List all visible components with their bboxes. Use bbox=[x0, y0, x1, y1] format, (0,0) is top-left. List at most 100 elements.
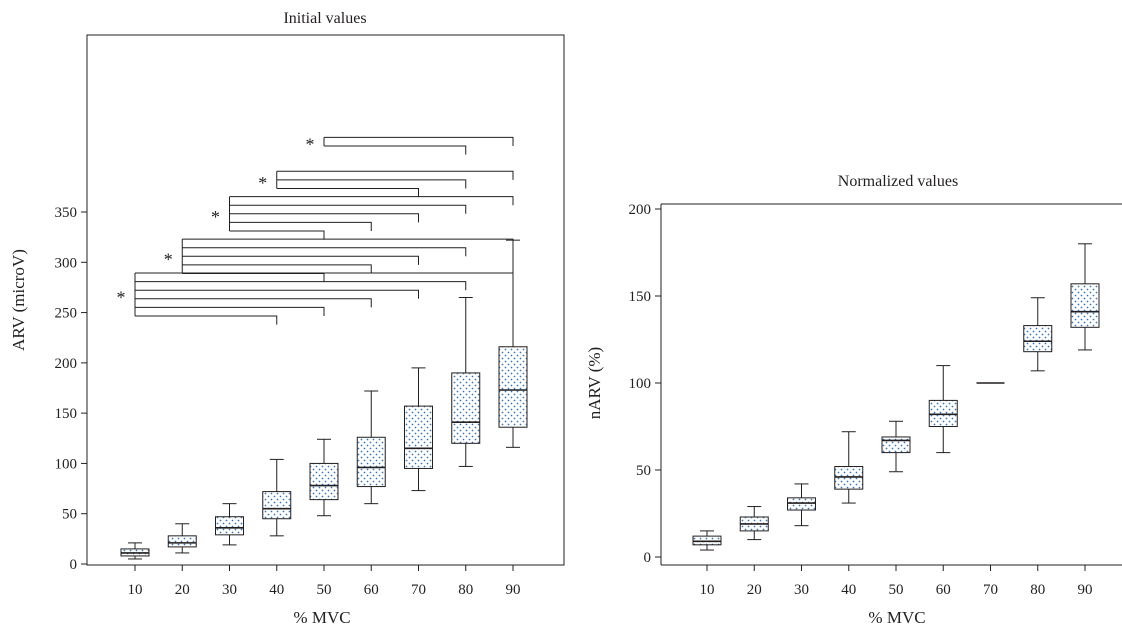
y-tick-label: 0 bbox=[70, 557, 78, 573]
iqr-box bbox=[787, 497, 816, 511]
bracket-to-80 bbox=[135, 281, 467, 291]
y-tick-label: 50 bbox=[636, 463, 651, 479]
iqr-box bbox=[404, 405, 433, 469]
box-plots bbox=[120, 239, 528, 560]
box-plot-70 bbox=[404, 367, 433, 492]
box-plot-10 bbox=[692, 530, 722, 551]
box-plot-10 bbox=[120, 542, 150, 560]
iqr-box bbox=[834, 466, 864, 490]
x-tick-label: 90 bbox=[1078, 582, 1093, 598]
bracket-to-80 bbox=[276, 179, 467, 189]
significance-marker: * bbox=[258, 173, 267, 193]
box-plot-50 bbox=[881, 420, 911, 473]
iqr-box bbox=[167, 535, 197, 548]
bracket-to-90 bbox=[276, 170, 514, 180]
iqr-box bbox=[309, 462, 339, 501]
box-plot-50 bbox=[309, 438, 339, 517]
bracket-to-50 bbox=[182, 273, 325, 283]
box-plot-60 bbox=[356, 390, 386, 505]
iqr-box bbox=[451, 372, 481, 444]
iqr-box bbox=[692, 535, 722, 546]
y-tick-label: 150 bbox=[55, 406, 78, 422]
plot-frame bbox=[660, 203, 1122, 566]
significance-marker: * bbox=[117, 288, 126, 308]
y-tick-label: 300 bbox=[55, 255, 78, 271]
box-plot-80 bbox=[1023, 297, 1053, 372]
bracket-to-50 bbox=[229, 230, 325, 240]
box-plot-30 bbox=[787, 483, 816, 527]
x-tick-label: 70 bbox=[983, 582, 998, 598]
bracket-to-80 bbox=[229, 204, 467, 214]
y-tick-label: 200 bbox=[629, 202, 652, 218]
y-axis: 0 50 100 150 200 bbox=[629, 202, 661, 566]
box-plot-30 bbox=[215, 503, 244, 546]
y-tick-label: 150 bbox=[629, 289, 652, 305]
y-axis-label: ARV (microV) bbox=[9, 249, 28, 351]
iqr-box bbox=[215, 516, 244, 536]
bracket-to-60 bbox=[135, 298, 372, 308]
x-tick-label: 60 bbox=[364, 582, 379, 598]
plot-frame bbox=[86, 34, 565, 566]
box-plot-40 bbox=[834, 431, 864, 504]
y-tick-label: 100 bbox=[55, 456, 78, 472]
iqr-box bbox=[262, 491, 292, 520]
y-tick-label: 100 bbox=[629, 376, 652, 392]
x-tick-label: 10 bbox=[128, 582, 143, 598]
bracket-to-60 bbox=[229, 221, 372, 231]
bracket-to-80 bbox=[324, 145, 467, 155]
x-tick-label: 60 bbox=[936, 582, 951, 598]
x-tick-label: 40 bbox=[841, 582, 856, 598]
x-tick-label: 20 bbox=[747, 582, 762, 598]
x-tick-label: 30 bbox=[222, 582, 237, 598]
y-tick-label: 0 bbox=[644, 550, 652, 566]
y-tick-label: 350 bbox=[55, 205, 78, 221]
normalized-values-panel: Normalized values 0 50 100 150 200 10 20 30 40 5… bbox=[585, 173, 1122, 627]
x-tick-label: 90 bbox=[506, 582, 521, 598]
iqr-box bbox=[1070, 283, 1100, 328]
chart-title: Normalized values bbox=[838, 173, 958, 190]
x-axis: 10 20 30 40 50 60 70 80 90 bbox=[700, 565, 1093, 598]
bracket-to-60 bbox=[182, 264, 372, 274]
box-plot-80 bbox=[451, 296, 481, 467]
significance-brackets: * * * * * bbox=[117, 135, 514, 325]
bracket-to-70 bbox=[182, 255, 419, 265]
bracket-to-40 bbox=[135, 315, 278, 325]
significance-marker: * bbox=[164, 249, 173, 269]
box-plot-90 bbox=[498, 239, 528, 448]
x-tick-label: 40 bbox=[269, 582, 284, 598]
box-plot-20 bbox=[167, 523, 197, 554]
y-tick-label: 250 bbox=[55, 306, 78, 322]
chart-title: Initial values bbox=[283, 10, 366, 27]
box-plot-90 bbox=[1070, 243, 1100, 351]
x-tick-label: 10 bbox=[700, 582, 715, 598]
significance-group-30: * bbox=[211, 196, 514, 240]
x-tick-label: 20 bbox=[175, 582, 190, 598]
significance-group-20: * bbox=[164, 238, 514, 283]
significance-group-50: * bbox=[306, 135, 514, 155]
iqr-box bbox=[498, 346, 528, 428]
y-tick-label: 200 bbox=[55, 356, 78, 372]
box-plot-40 bbox=[262, 458, 292, 537]
iqr-box bbox=[356, 436, 386, 488]
bracket-to-80 bbox=[182, 247, 467, 257]
y-axis: 0 50 100 150 200 250 300 350 bbox=[55, 205, 87, 573]
significance-marker: * bbox=[211, 207, 220, 227]
iqr-box bbox=[881, 436, 911, 454]
box-plot-20 bbox=[739, 506, 769, 541]
bracket-to-70 bbox=[276, 188, 419, 198]
significance-marker: * bbox=[306, 135, 315, 155]
bracket-to-90 bbox=[324, 136, 514, 146]
iqr-box bbox=[928, 399, 958, 427]
bracket-to-90 bbox=[182, 238, 514, 248]
x-tick-label: 50 bbox=[317, 582, 332, 598]
x-tick-label: 80 bbox=[458, 582, 473, 598]
bracket-to-50 bbox=[135, 306, 325, 316]
x-tick-label: 80 bbox=[1030, 582, 1045, 598]
significance-group-40: * bbox=[258, 170, 514, 198]
y-tick-label: 50 bbox=[62, 507, 77, 523]
x-tick-label: 70 bbox=[411, 582, 426, 598]
significance-group-10: * bbox=[117, 272, 514, 325]
x-tick-label: 30 bbox=[794, 582, 809, 598]
box-plots bbox=[692, 243, 1100, 551]
x-tick-label: 50 bbox=[889, 582, 904, 598]
